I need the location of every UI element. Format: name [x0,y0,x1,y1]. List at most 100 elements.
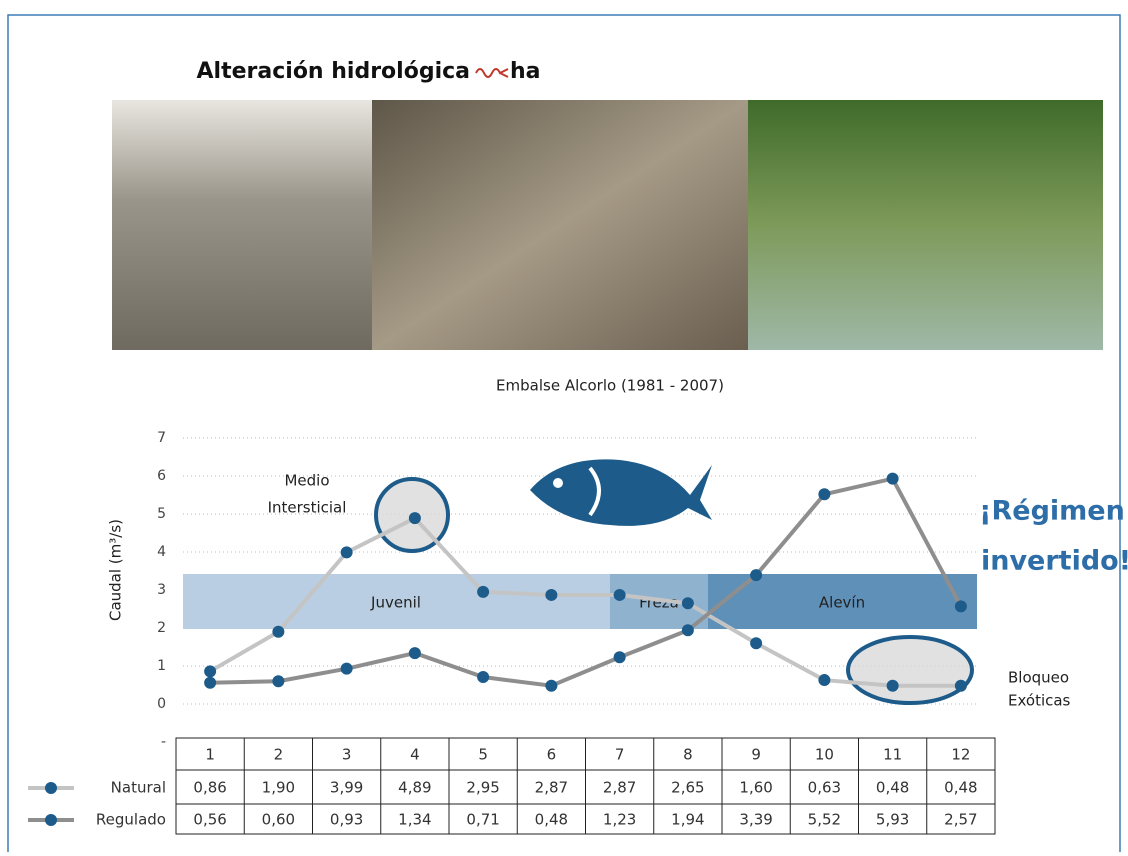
legend-marker [45,814,57,826]
data-label: 2,65 [671,779,704,797]
logo-wave [475,68,509,78]
y-tick-label: 5 [157,506,166,522]
photo-river [748,100,1103,350]
x-tick-label: 7 [615,746,625,764]
annotation: Medio [284,472,329,490]
point [477,585,490,598]
legend-label: Regulado [96,811,166,829]
frame [7,14,1121,856]
data-label: 1,94 [671,811,704,829]
y-tick-label: 3 [157,582,166,598]
title-suffix: ha [510,59,541,84]
x-tick-label: 6 [547,746,557,764]
data-label: 1,60 [739,779,772,797]
y-tick-label: 7 [157,430,166,446]
plot [204,472,967,692]
data-label: 0,60 [262,811,295,829]
data-label: 3,39 [739,811,772,829]
legend-marker [45,782,57,794]
point [750,569,763,582]
point [408,512,421,525]
y-tick-label: 1 [157,658,166,674]
point [545,679,558,692]
x-tick-label: 9 [751,746,761,764]
point [954,679,967,692]
x-tick-label: 2 [274,746,284,764]
chart-title: Embalse Alcorlo (1981 - 2007) [496,377,724,395]
stage-label: Juvenil [370,594,421,612]
callout: ¡Régimen [979,496,1125,527]
point [545,588,558,601]
y-tick-label: 4 [157,544,166,560]
point [204,676,217,689]
data-label: 2,57 [944,811,977,829]
point [886,472,899,485]
annotation: Bloqueo [1008,669,1069,687]
data-label: 0,63 [808,779,841,797]
annotation: Intersticial [268,499,347,517]
y-tick-label: - [161,734,166,750]
point [818,674,831,687]
data-label: 0,48 [535,811,568,829]
data-label: 1,23 [603,811,636,829]
point [954,600,967,613]
highlight-circle [846,635,974,705]
point [272,675,285,688]
point [340,546,353,559]
y-tick-label: 6 [157,468,166,484]
data-label: 1,90 [262,779,295,797]
data-label: 0,56 [193,811,226,829]
title: Alteración hidrológica [197,59,470,84]
stage-label: Alevín [819,594,865,612]
data-label: 0,93 [330,811,363,829]
legend-label: Natural [111,779,166,797]
stage-band [708,574,977,629]
point [681,597,694,610]
point [613,588,626,601]
point [408,647,421,660]
x-tick-label: 11 [883,746,902,764]
data-label: 0,86 [193,779,226,797]
data-table: 1 2 3 4 5 6 7 8 9 10 11 120,86 1,90 3,99 4,89 2,95 2,87 2… [28,737,996,835]
x-tick-label: 3 [342,746,352,764]
y-tick-label: 2 [157,620,166,636]
x-tick-label: 8 [683,746,693,764]
x-tick-label: 5 [478,746,488,764]
fish-icon [530,459,712,526]
data-label: 4,89 [398,779,431,797]
data-label: 3,99 [330,779,363,797]
x-tick-label: 12 [951,746,970,764]
point [613,651,626,664]
data-label: 2,87 [603,779,636,797]
point [681,624,694,637]
point [204,665,217,678]
point [340,662,353,675]
series-line [209,515,961,688]
data-label: 0,48 [944,779,977,797]
data-label: 2,87 [535,779,568,797]
photo-reservoir [372,100,748,350]
point [272,625,285,638]
data-label: 1,34 [398,811,431,829]
series-line [210,476,963,688]
callout: invertido! [981,546,1128,577]
data-label: 5,52 [808,811,841,829]
y-axis-label: Caudal (m³/s) [107,519,125,621]
data-label: 0,71 [466,811,499,829]
y-tick-label: 0 [157,696,166,712]
x-tick-label: 1 [205,746,215,764]
point [886,679,899,692]
point [477,671,490,684]
photo-dam [112,100,372,350]
x-tick-label: 4 [410,746,420,764]
stage-band [183,574,610,629]
data-label: 5,93 [876,811,909,829]
point [750,637,763,650]
data-label: 0,48 [876,779,909,797]
point [818,488,831,501]
data-label: 2,95 [466,779,499,797]
annotation: Exóticas [1008,692,1071,710]
x-tick-label: 10 [815,746,834,764]
